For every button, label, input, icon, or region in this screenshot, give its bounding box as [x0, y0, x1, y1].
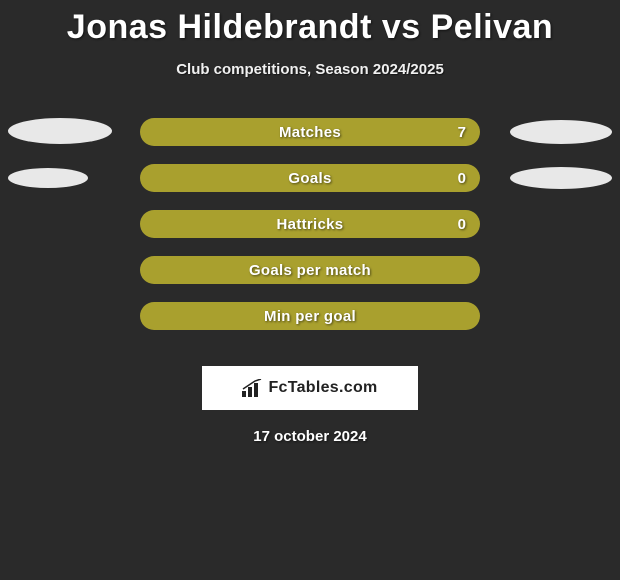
- logo-text: FcTables.com: [268, 379, 377, 397]
- stat-row: Min per goal: [0, 302, 620, 348]
- stat-label: Goals: [288, 170, 331, 187]
- stat-value: 7: [458, 124, 466, 141]
- stat-bar: Hattricks 0: [140, 210, 480, 238]
- stat-row: Goals per match: [0, 256, 620, 302]
- stat-bar: Goals 0: [140, 164, 480, 192]
- stat-row: Matches 7: [0, 118, 620, 164]
- player-ellipse-left: [8, 118, 112, 144]
- stats-container: Matches 7 Goals 0 Hattricks 0 Goals per match M…: [0, 118, 620, 348]
- stat-value: 0: [458, 170, 466, 187]
- stat-label: Goals per match: [249, 262, 371, 279]
- player-ellipse-right: [510, 167, 612, 189]
- date-text: 17 october 2024: [0, 428, 620, 445]
- stat-bar: Min per goal: [140, 302, 480, 330]
- logo-box: FcTables.com: [202, 366, 418, 410]
- player-ellipse-right: [510, 120, 612, 144]
- stat-bar: Matches 7: [140, 118, 480, 146]
- subtitle: Club competitions, Season 2024/2025: [0, 61, 620, 78]
- stat-row: Goals 0: [0, 164, 620, 210]
- stat-label: Matches: [279, 124, 341, 141]
- stat-row: Hattricks 0: [0, 210, 620, 256]
- stat-value: 0: [458, 216, 466, 233]
- bar-chart-icon: [242, 379, 264, 397]
- logo-inner: FcTables.com: [242, 379, 377, 397]
- stat-label: Min per goal: [264, 308, 356, 325]
- stat-bar: Goals per match: [140, 256, 480, 284]
- player-ellipse-left: [8, 168, 88, 188]
- stat-label: Hattricks: [277, 216, 344, 233]
- page-title: Jonas Hildebrandt vs Pelivan: [0, 0, 620, 47]
